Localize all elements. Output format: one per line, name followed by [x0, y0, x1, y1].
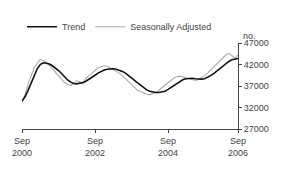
- svg-text:Sep2000: Sep2000: [12, 136, 32, 158]
- svg-text:27000: 27000: [244, 124, 269, 134]
- svg-text:Seasonally Adjusted: Seasonally Adjusted: [130, 22, 211, 32]
- svg-text:Sep2006: Sep2006: [228, 136, 248, 158]
- svg-text:47000: 47000: [244, 38, 269, 48]
- svg-text:42000: 42000: [244, 60, 269, 70]
- svg-text:Sep2002: Sep2002: [85, 136, 105, 158]
- svg-text:37000: 37000: [244, 81, 269, 91]
- svg-text:Trend: Trend: [62, 22, 85, 32]
- svg-text:32000: 32000: [244, 103, 269, 113]
- svg-text:no.: no.: [243, 31, 256, 41]
- svg-text:Sep2004: Sep2004: [158, 136, 178, 158]
